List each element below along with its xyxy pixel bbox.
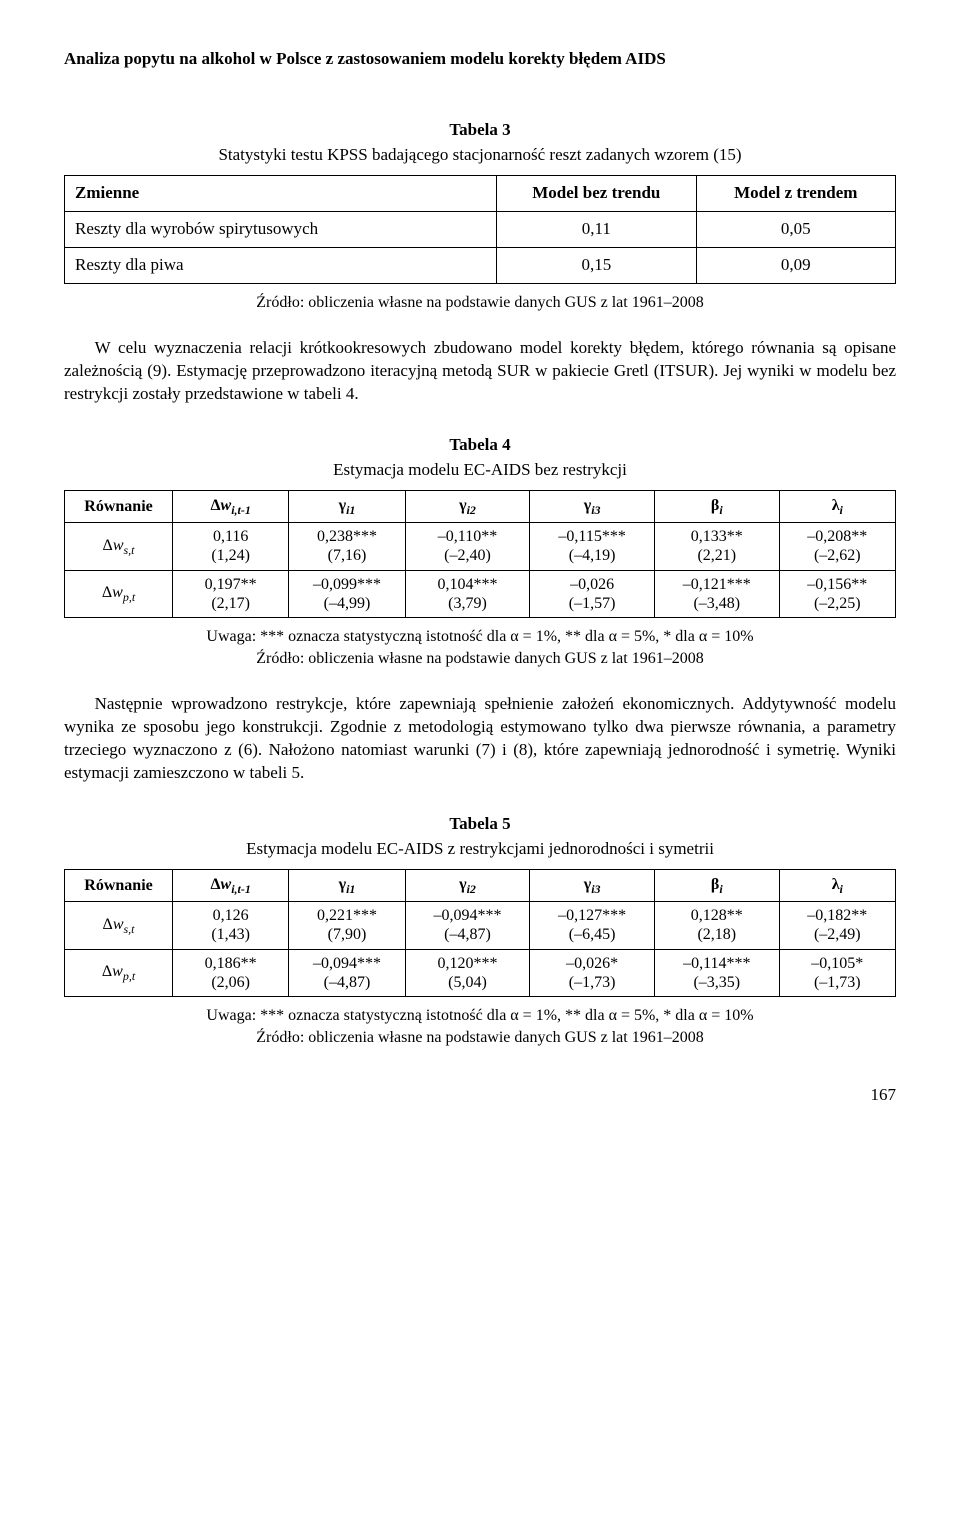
table-header-row: Równanie Δwi,t-1 γi1 γi2 γi3 βi λi bbox=[65, 869, 896, 901]
cell-value: –0,094***(–4,87) bbox=[405, 902, 530, 949]
cell-value: –0,182**(–2,49) bbox=[779, 902, 895, 949]
page-title: Analiza popytu na alkohol w Polsce z zas… bbox=[64, 48, 896, 71]
paragraph-1: W celu wyznaczenia relacji krótkookresow… bbox=[64, 337, 896, 406]
t4-subcaption: Estymacja modelu EC-AIDS bez restrykcji bbox=[64, 459, 896, 482]
cell-value: –0,105*(–1,73) bbox=[779, 949, 895, 996]
t5-note: Uwaga: *** oznacza statystyczną istotnoś… bbox=[64, 1005, 896, 1027]
col-beta: βi bbox=[654, 869, 779, 901]
cell-value: 0,238***(7,16) bbox=[289, 523, 405, 570]
table-row: Reszty dla wyrobów spirytusowych 0,11 0,… bbox=[65, 211, 896, 247]
cell-value: 0,186**(2,06) bbox=[173, 949, 289, 996]
t4-source: Źródło: obliczenia własne na podstawie d… bbox=[64, 648, 896, 670]
cell-value: –0,110**(–2,40) bbox=[405, 523, 530, 570]
cell-value: –0,156**(–2,25) bbox=[779, 570, 895, 617]
table-4: Równanie Δwi,t-1 γi1 γi2 γi3 βi λi Δws,t… bbox=[64, 490, 896, 618]
cell-value: 0,120***(5,04) bbox=[405, 949, 530, 996]
cell-value: 0,15 bbox=[497, 247, 696, 283]
cell-value: 0,221***(7,90) bbox=[289, 902, 405, 949]
col-gamma3: γi3 bbox=[530, 490, 655, 522]
cell-value: 0,133**(2,21) bbox=[654, 523, 779, 570]
cell-value: –0,115***(–4,19) bbox=[530, 523, 655, 570]
cell-value: 0,09 bbox=[696, 247, 895, 283]
cell-value: 0,11 bbox=[497, 211, 696, 247]
col-gamma2: γi2 bbox=[405, 490, 530, 522]
table-header-row: Zmienne Model bez trendu Model z trendem bbox=[65, 175, 896, 211]
col-beta: βi bbox=[654, 490, 779, 522]
t3-subcaption: Statystyki testu KPSS badającego stacjon… bbox=[64, 144, 896, 167]
t4-note: Uwaga: *** oznacza statystyczną istotnoś… bbox=[64, 626, 896, 648]
table-3: Zmienne Model bez trendu Model z trendem… bbox=[64, 175, 896, 284]
col-dw: Δwi,t-1 bbox=[173, 490, 289, 522]
col-rownanie: Równanie bbox=[65, 869, 173, 901]
cell-value: –0,127***(–6,45) bbox=[530, 902, 655, 949]
cell-value: 0,128**(2,18) bbox=[654, 902, 779, 949]
paragraph-2: Następnie wprowadzono restrykcje, które … bbox=[64, 693, 896, 785]
t5-source: Źródło: obliczenia własne na podstawie d… bbox=[64, 1027, 896, 1049]
table-row: Reszty dla piwa 0,15 0,09 bbox=[65, 247, 896, 283]
cell-value: –0,099***(–4,99) bbox=[289, 570, 405, 617]
col-rownanie: Równanie bbox=[65, 490, 173, 522]
row-label: Reszty dla piwa bbox=[65, 247, 497, 283]
cell-value: –0,114***(–3,35) bbox=[654, 949, 779, 996]
t4-caption: Tabela 4 bbox=[64, 434, 896, 457]
col-gamma1: γi1 bbox=[289, 869, 405, 901]
col-gamma1: γi1 bbox=[289, 490, 405, 522]
t5-subcaption: Estymacja modelu EC-AIDS z restrykcjami … bbox=[64, 838, 896, 861]
row-label: Δws,t bbox=[65, 902, 173, 949]
table-row: Δws,t 0,116(1,24) 0,238***(7,16) –0,110*… bbox=[65, 523, 896, 570]
col-zmienne: Zmienne bbox=[65, 175, 497, 211]
col-gamma2: γi2 bbox=[405, 869, 530, 901]
table-row: Δwp,t 0,197**(2,17) –0,099***(–4,99) 0,1… bbox=[65, 570, 896, 617]
table-header-row: Równanie Δwi,t-1 γi1 γi2 γi3 βi λi bbox=[65, 490, 896, 522]
cell-value: 0,126(1,43) bbox=[173, 902, 289, 949]
t3-source: Źródło: obliczenia własne na podstawie d… bbox=[64, 292, 896, 314]
col-lambda: λi bbox=[779, 490, 895, 522]
cell-value: 0,05 bbox=[696, 211, 895, 247]
table-5: Równanie Δwi,t-1 γi1 γi2 γi3 βi λi Δws,t… bbox=[64, 869, 896, 997]
col-bez-trendu: Model bez trendu bbox=[497, 175, 696, 211]
cell-value: –0,208**(–2,62) bbox=[779, 523, 895, 570]
col-z-trendem: Model z trendem bbox=[696, 175, 895, 211]
row-label: Reszty dla wyrobów spirytusowych bbox=[65, 211, 497, 247]
row-label: Δwp,t bbox=[65, 949, 173, 996]
table-row: Δws,t 0,126(1,43) 0,221***(7,90) –0,094*… bbox=[65, 902, 896, 949]
page-number: 167 bbox=[64, 1084, 896, 1107]
cell-value: 0,116(1,24) bbox=[173, 523, 289, 570]
table-row: Δwp,t 0,186**(2,06) –0,094***(–4,87) 0,1… bbox=[65, 949, 896, 996]
col-dw: Δwi,t-1 bbox=[173, 869, 289, 901]
row-label: Δws,t bbox=[65, 523, 173, 570]
t3-caption: Tabela 3 bbox=[64, 119, 896, 142]
cell-value: 0,104***(3,79) bbox=[405, 570, 530, 617]
col-gamma3: γi3 bbox=[530, 869, 655, 901]
t5-caption: Tabela 5 bbox=[64, 813, 896, 836]
col-lambda: λi bbox=[779, 869, 895, 901]
cell-value: –0,094***(–4,87) bbox=[289, 949, 405, 996]
row-label: Δwp,t bbox=[65, 570, 173, 617]
cell-value: –0,026*(–1,73) bbox=[530, 949, 655, 996]
cell-value: –0,026(–1,57) bbox=[530, 570, 655, 617]
cell-value: 0,197**(2,17) bbox=[173, 570, 289, 617]
cell-value: –0,121***(–3,48) bbox=[654, 570, 779, 617]
